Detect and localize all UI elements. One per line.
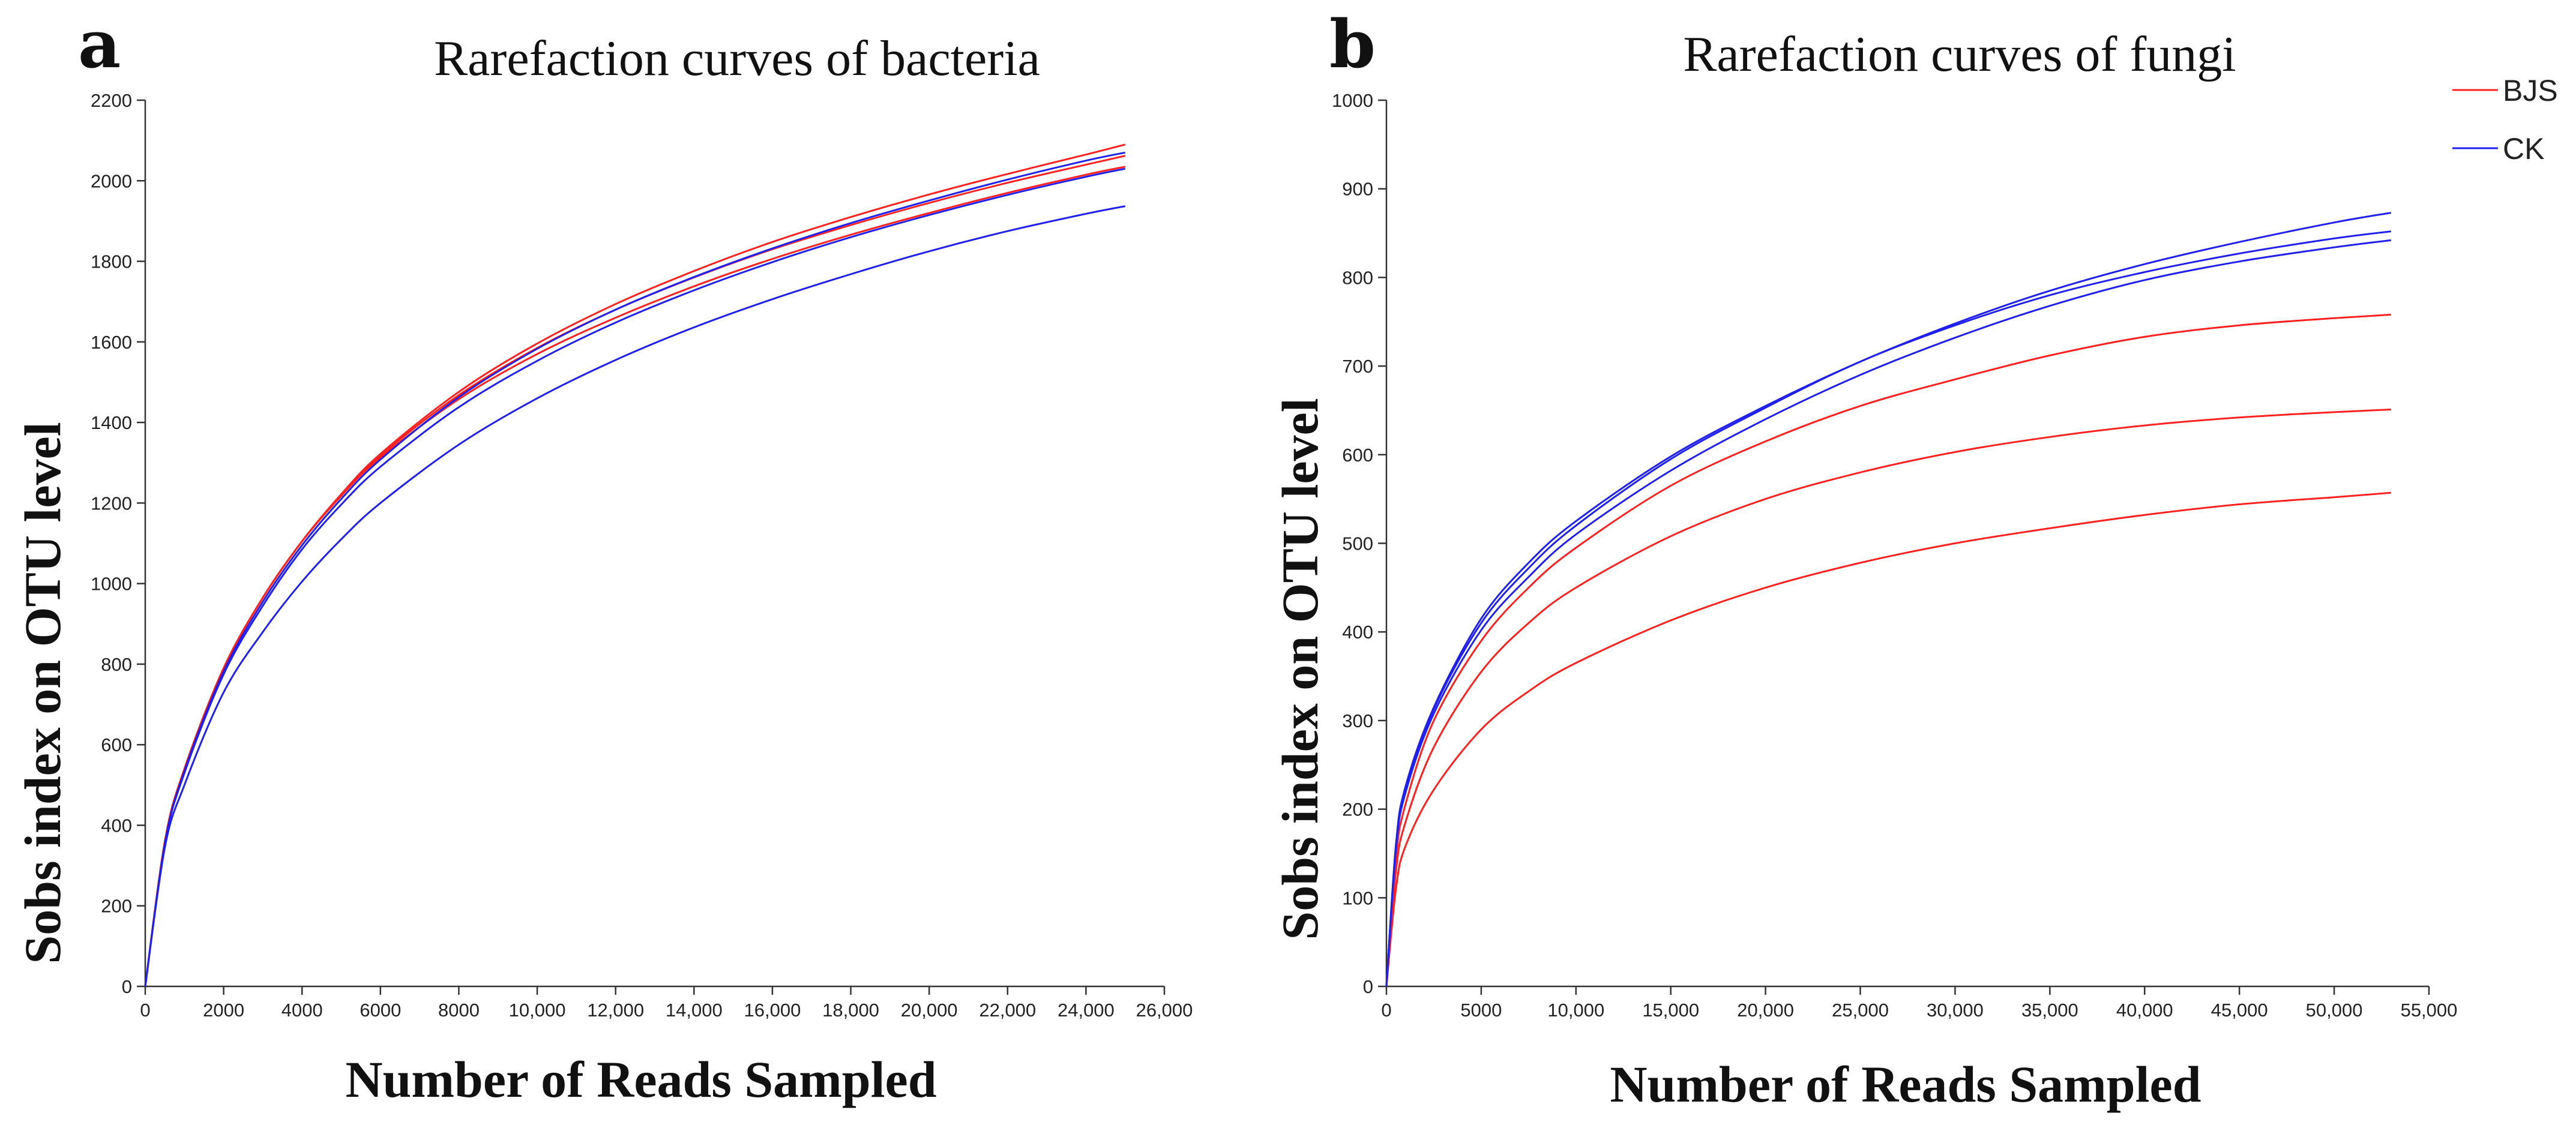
- y-tick-label: 400: [101, 815, 132, 836]
- panel-letter-a: a: [78, 5, 121, 83]
- x-tick-label: 50,000: [2306, 1000, 2363, 1021]
- series-line-ck-5: [144, 151, 1125, 987]
- y-tick-label: 600: [101, 734, 132, 755]
- panel-b-fungi: b Rarefaction curves of fungi Number of …: [1271, 5, 2457, 1113]
- x-tick-label: 55,000: [2401, 1000, 2458, 1021]
- series-line-bjs-3: [144, 143, 1126, 987]
- x-tick-label: 24,000: [1058, 1000, 1115, 1021]
- x-tick-label: 40,000: [2116, 1000, 2173, 1021]
- y-tick-label: 700: [1342, 356, 1373, 377]
- y-tick-label: 200: [1342, 799, 1373, 820]
- chart-title-fungi: Rarefaction curves of fungi: [1683, 26, 2236, 82]
- y-tick-label: 1400: [91, 412, 132, 433]
- y-tick-label: 900: [1342, 179, 1373, 200]
- y-tick-label: 1800: [91, 251, 132, 272]
- x-tick-label: 10,000: [1547, 1000, 1604, 1021]
- series-line-bjs-1: [144, 155, 1126, 987]
- panel-letter-b: b: [1329, 5, 1376, 83]
- y-axis-label-fungi: Sobs index on OTU level: [1271, 398, 1329, 940]
- x-tick-label: 0: [140, 1000, 150, 1021]
- x-axis-label-bacteria: Number of Reads Sampled: [345, 1051, 936, 1108]
- legend: BJS CK: [2452, 74, 2558, 166]
- x-axis-label-fungi: Number of Reads Sampled: [1610, 1055, 2201, 1113]
- y-tick-label: 300: [1342, 710, 1373, 731]
- series-line-ck-6: [144, 205, 1125, 987]
- x-tick-label: 2000: [203, 1000, 244, 1021]
- y-tick-label: 1600: [91, 332, 132, 353]
- y-tick-label: 1000: [91, 574, 132, 595]
- series-line-bjs-3: [1385, 313, 2391, 987]
- x-tick-label: 10,000: [509, 1000, 566, 1021]
- x-tick-label: 20,000: [901, 1000, 958, 1021]
- series-line-ck-4: [1385, 212, 2392, 987]
- x-tick-label: 30,000: [1927, 1000, 1984, 1021]
- x-tick-label: 4000: [281, 1000, 323, 1021]
- legend-label-bjs: BJS: [2503, 74, 2558, 107]
- y-tick-label: 2000: [91, 170, 132, 191]
- series-line-bjs-2: [144, 166, 1125, 987]
- x-tick-label: 14,000: [666, 1000, 723, 1021]
- x-tick-label: 18,000: [822, 1000, 879, 1021]
- x-tick-label: 22,000: [979, 1000, 1036, 1021]
- legend-label-ck: CK: [2503, 132, 2544, 166]
- x-tick-label: 26,000: [1136, 1000, 1193, 1021]
- y-tick-label: 1000: [1332, 90, 1373, 111]
- panel-a-bacteria: a Rarefaction curves of bacteria Number …: [14, 5, 1193, 1108]
- y-tick-label: 100: [1342, 887, 1373, 908]
- y-tick-label: 500: [1342, 533, 1373, 554]
- x-tick-label: 8000: [438, 1000, 480, 1021]
- y-tick-label: 0: [122, 976, 132, 997]
- x-tick-label: 6000: [360, 1000, 401, 1021]
- series-line-bjs-1: [1385, 491, 2391, 987]
- series-line-ck-6: [1385, 239, 2391, 987]
- x-tick-label: 16,000: [744, 1000, 801, 1021]
- x-tick-label: 5000: [1460, 1000, 1502, 1021]
- y-axis-label-bacteria: Sobs index on OTU level: [14, 422, 71, 964]
- y-tick-label: 600: [1342, 445, 1373, 466]
- y-tick-label: 800: [1342, 267, 1373, 288]
- x-tick-label: 45,000: [2211, 1000, 2268, 1021]
- x-tick-label: 15,000: [1642, 1000, 1699, 1021]
- y-tick-label: 0: [1363, 976, 1373, 997]
- y-tick-label: 200: [101, 896, 132, 917]
- y-tick-label: 1200: [91, 493, 132, 514]
- x-tick-label: 25,000: [1832, 1000, 1889, 1021]
- y-tick-label: 400: [1342, 622, 1373, 643]
- x-tick-label: 12,000: [587, 1000, 644, 1021]
- y-tick-label: 800: [101, 654, 132, 675]
- series-line-ck-5: [1385, 230, 2391, 987]
- series-line-bjs-2: [1385, 409, 2391, 987]
- x-tick-label: 35,000: [2021, 1000, 2078, 1021]
- x-tick-label: 0: [1381, 1000, 1391, 1021]
- x-tick-label: 20,000: [1737, 1000, 1794, 1021]
- series-line-ck-4: [144, 167, 1126, 987]
- chart-title-bacteria: Rarefaction curves of bacteria: [434, 31, 1040, 86]
- y-tick-label: 2200: [91, 90, 132, 111]
